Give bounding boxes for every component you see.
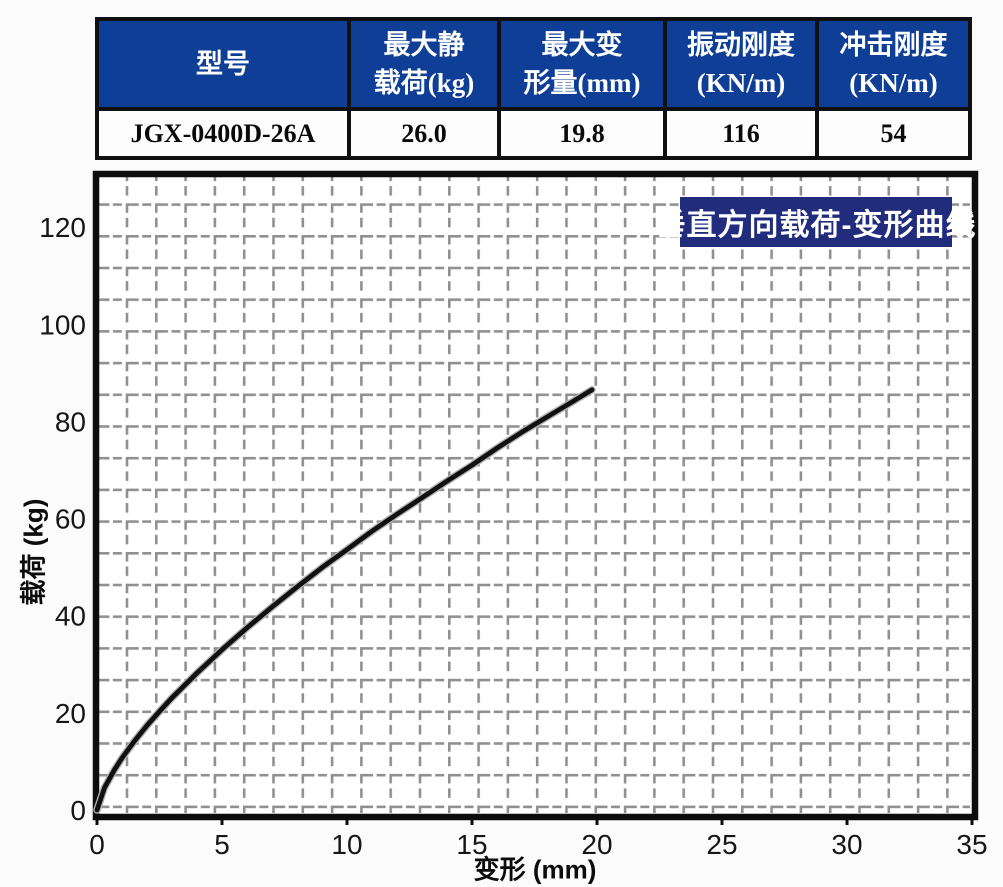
col-header-max-deformation: 最大变 形量(mm) xyxy=(497,17,667,111)
y-axis-title: 载荷 (kg) xyxy=(18,498,49,606)
y-tick-label: 0 xyxy=(70,795,86,826)
load-deflection-curve xyxy=(94,387,595,813)
x-tick-label: 20 xyxy=(581,829,612,860)
y-tick-label: 20 xyxy=(55,698,86,729)
col-header-model-label: 型号 xyxy=(196,49,250,79)
plot-border xyxy=(92,170,979,821)
y-tick-label: 100 xyxy=(39,309,86,340)
spec-table: 型号 最大静 载荷(kg) 最大变 形量(mm) 振动刚度 (KN/m) xyxy=(95,17,972,160)
cell-max-deformation: 19.8 xyxy=(497,107,667,160)
x-axis-title: 变形 (mm) xyxy=(473,854,597,885)
col-header-model: 型号 xyxy=(95,17,351,111)
y-tick-label: 40 xyxy=(55,601,86,632)
y-tick-label: 120 xyxy=(39,212,86,243)
x-tick-label: 30 xyxy=(831,829,862,860)
spec-table-wrap: 型号 最大静 载荷(kg) 最大变 形量(mm) 振动刚度 (KN/m) xyxy=(95,17,972,160)
y-tick-label: 60 xyxy=(55,504,86,535)
cell-vibration-stiffness: 116 xyxy=(663,107,819,160)
col-header-max-static-load: 最大静 载荷(kg) xyxy=(347,17,501,111)
y-tick-label: 80 xyxy=(55,406,86,437)
x-tick-label: 10 xyxy=(331,829,362,860)
plot-grid xyxy=(99,177,970,813)
spec-header-row: 型号 最大静 载荷(kg) 最大变 形量(mm) 振动刚度 (KN/m) xyxy=(95,17,972,111)
chart-canvas: 0 5 10 15 20 25 30 35 0 20 40 60 80 100 120 xyxy=(39,170,988,860)
cell-model: JGX-0400D-26A xyxy=(95,107,351,160)
x-tick-label: 35 xyxy=(956,829,987,860)
chart-region: 0 5 10 15 20 25 30 35 0 20 40 60 80 100 120 垂直方向载荷-变形曲… xyxy=(0,160,1003,887)
spec-data-row: JGX-0400D-26A 26.0 19.8 116 54 xyxy=(95,107,972,160)
cell-max-static-load: 26.0 xyxy=(347,107,501,160)
col-header-vibration-stiffness: 振动刚度 (KN/m) xyxy=(663,17,819,111)
x-tick-label: 15 xyxy=(456,829,487,860)
x-tick-label: 0 xyxy=(89,829,105,860)
cell-impact-stiffness: 54 xyxy=(815,107,972,160)
x-tick-label: 25 xyxy=(706,829,737,860)
x-tick-label: 5 xyxy=(214,829,230,860)
col-header-impact-stiffness: 冲击刚度 (KN/m) xyxy=(815,17,972,111)
curve-title-badge: 垂直方向载荷-变形曲线 xyxy=(656,197,976,247)
